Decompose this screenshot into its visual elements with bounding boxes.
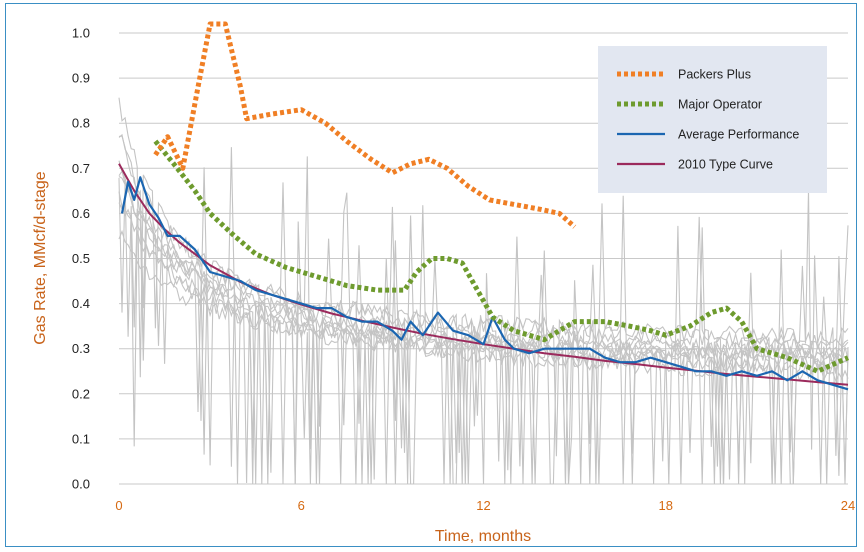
individual-well-line xyxy=(118,169,849,485)
legend-label: Major Operator xyxy=(678,98,762,112)
x-axis-label: Time, months xyxy=(435,528,531,545)
y-tick-label: 0.2 xyxy=(72,386,90,401)
x-tick-labels: 0 6 12 18 24 xyxy=(115,498,855,513)
legend-label: 2010 Type Curve xyxy=(678,158,773,172)
y-tick-label: 0.9 xyxy=(72,71,90,86)
x-tick-label: 24 xyxy=(841,498,855,513)
y-tick-label: 0.7 xyxy=(72,161,90,176)
y-tick-label: 0.0 xyxy=(72,477,90,492)
x-tick-label: 12 xyxy=(476,498,490,513)
y-tick-label: 0.3 xyxy=(72,341,90,356)
y-tick-label: 0.1 xyxy=(72,431,90,446)
series-line-major-operator xyxy=(153,139,850,374)
y-axis-label: Gas Rate, MMcf/d-stage xyxy=(32,171,49,344)
series-layer xyxy=(118,21,850,391)
individual-well-line xyxy=(118,160,849,485)
individual-well-line xyxy=(118,167,849,485)
legend: Packers Plus Major Operator Average Perfor… xyxy=(598,46,827,193)
legend-box xyxy=(598,46,827,193)
series-line-average-performance xyxy=(120,176,849,391)
legend-label: Packers Plus xyxy=(678,68,751,82)
y-tick-labels: 0.0 0.1 0.2 0.3 0.4 0.5 0.6 0.7 0.8 0.9 1.0 xyxy=(72,26,90,492)
y-tick-label: 1.0 xyxy=(72,26,90,41)
y-tick-label: 0.8 xyxy=(72,116,90,131)
y-tick-label: 0.4 xyxy=(72,296,90,311)
y-tick-label: 0.6 xyxy=(72,206,90,221)
x-tick-label: 6 xyxy=(298,498,305,513)
y-tick-label: 0.5 xyxy=(72,251,90,266)
series-line-packers-plus xyxy=(153,21,577,229)
legend-label: Average Performance xyxy=(678,128,799,142)
x-tick-label: 18 xyxy=(659,498,673,513)
individual-well-line xyxy=(118,191,849,485)
x-tick-label: 0 xyxy=(115,498,122,513)
